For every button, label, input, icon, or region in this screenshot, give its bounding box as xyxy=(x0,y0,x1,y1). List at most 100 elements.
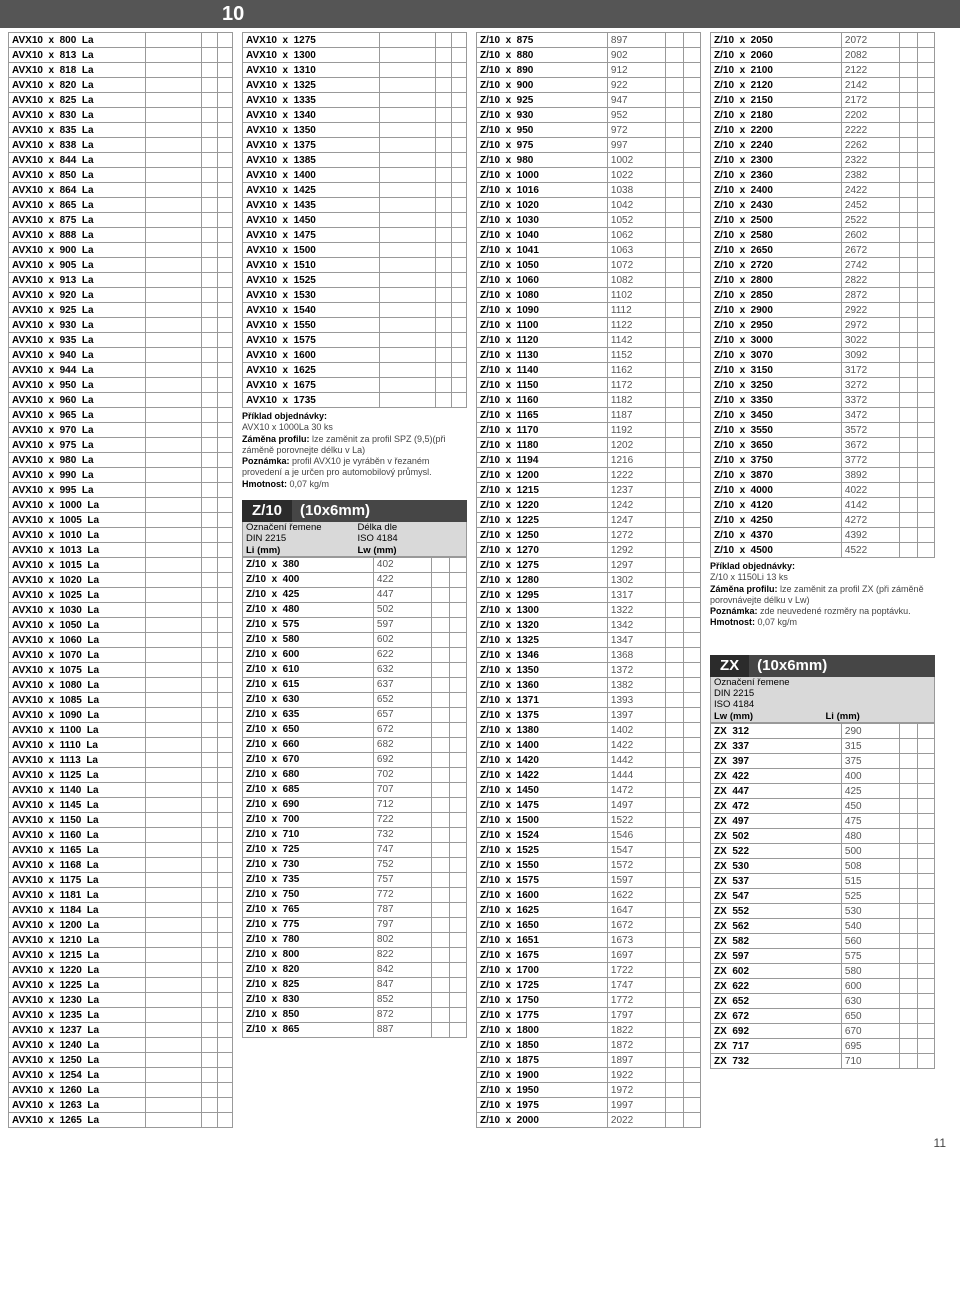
table-row: Z/10 x 14501472 xyxy=(477,783,701,798)
table-row: Z/10 x 11601182 xyxy=(477,393,701,408)
table-row: Z/10 x 425447 xyxy=(243,587,467,602)
table-row: Z/10 x 10901112 xyxy=(477,303,701,318)
table-row: ZX 602580 xyxy=(711,964,935,979)
table-row: Z/10 x 735757 xyxy=(243,872,467,887)
table-row: Z/10 x 23602382 xyxy=(711,168,935,183)
table-row: Z/10 x 17251747 xyxy=(477,978,701,993)
table-row: AVX10 x 944 La xyxy=(9,363,233,378)
table-row: AVX10 x 1100 La xyxy=(9,723,233,738)
zx-subhead: Označení řemene DIN 2215 ISO 4184 Lw (mm… xyxy=(710,677,935,724)
table-row: Z/10 x 635657 xyxy=(243,707,467,722)
table-row: AVX10 x 1310 xyxy=(243,63,467,78)
table-row: Z/10 x 16501672 xyxy=(477,918,701,933)
table-row: AVX10 x 1113 La xyxy=(9,753,233,768)
table-row: AVX10 x 1263 La xyxy=(9,1098,233,1113)
table-row: Z/10 x 20602082 xyxy=(711,48,935,63)
table-row: AVX10 x 800 La xyxy=(9,33,233,48)
table-row: Z/10 x 17501772 xyxy=(477,993,701,1008)
table-row: Z/10 x 21002122 xyxy=(711,63,935,78)
table-row: AVX10 x 818 La xyxy=(9,63,233,78)
table-row: Z/10 x 650672 xyxy=(243,722,467,737)
table-row: Z/10 x 12751297 xyxy=(477,558,701,573)
table-row: AVX10 x 1530 xyxy=(243,288,467,303)
table-row: AVX10 x 1240 La xyxy=(9,1038,233,1053)
table-row: Z/10 x 700722 xyxy=(243,812,467,827)
table-row: Z/10 x 41204142 xyxy=(711,498,935,513)
table-row: ZX 522500 xyxy=(711,844,935,859)
table-row: Z/10 x 38703892 xyxy=(711,468,935,483)
table-row: AVX10 x 950 La xyxy=(9,378,233,393)
table-row: ZX 337315 xyxy=(711,739,935,754)
table-row: Z/10 x 19001922 xyxy=(477,1068,701,1083)
table-row: ZX 622600 xyxy=(711,979,935,994)
table-row: AVX10 x 1525 xyxy=(243,273,467,288)
table-row: AVX10 x 1625 xyxy=(243,363,467,378)
table-row: Z/10 x 800822 xyxy=(243,947,467,962)
table-row: Z/10 x 10601082 xyxy=(477,273,701,288)
table-row: AVX10 x 1165 La xyxy=(9,843,233,858)
table-row: Z/10 x 23002322 xyxy=(711,153,935,168)
table-row: AVX10 x 995 La xyxy=(9,483,233,498)
table-row: Z/10 x 22402262 xyxy=(711,138,935,153)
table-row: ZX 547525 xyxy=(711,889,935,904)
table-row: AVX10 x 1060 La xyxy=(9,633,233,648)
table-row: AVX10 x 920 La xyxy=(9,288,233,303)
table-row: Z/10 x 31503172 xyxy=(711,363,935,378)
table-row: Z/10 x 880902 xyxy=(477,48,701,63)
table-row: Z/10 x 37503772 xyxy=(711,453,935,468)
table-row: Z/10 x 900922 xyxy=(477,78,701,93)
table-row: Z/10 x 17751797 xyxy=(477,1008,701,1023)
table-row: ZX 582560 xyxy=(711,934,935,949)
table-row: Z/10 x 12951317 xyxy=(477,588,701,603)
table-row: Z/10 x 630652 xyxy=(243,692,467,707)
table-row: Z/10 x 43704392 xyxy=(711,528,935,543)
table-row: AVX10 x 1260 La xyxy=(9,1083,233,1098)
table-row: AVX10 x 1550 xyxy=(243,318,467,333)
table-row: AVX10 x 1085 La xyxy=(9,693,233,708)
table-row: AVX10 x 1335 xyxy=(243,93,467,108)
table-row: AVX10 x 990 La xyxy=(9,468,233,483)
table-row: ZX 502480 xyxy=(711,829,935,844)
table-row: Z/10 x 600622 xyxy=(243,647,467,662)
table-row: Z/10 x 30703092 xyxy=(711,348,935,363)
table-row: Z/10 x 825847 xyxy=(243,977,467,992)
table-row: Z/10 x 580602 xyxy=(243,632,467,647)
table-row: Z/10 x 680702 xyxy=(243,767,467,782)
z10-header: Z/10(10x6mm) xyxy=(242,500,467,522)
table-row: Z/10 x 13751397 xyxy=(477,708,701,723)
table-row: Z/10 x 26502672 xyxy=(711,243,935,258)
table-row: Z/10 x 15501572 xyxy=(477,858,701,873)
table-row: AVX10 x 1540 xyxy=(243,303,467,318)
table-row: AVX10 x 1090 La xyxy=(9,708,233,723)
table-row: ZX 397375 xyxy=(711,754,935,769)
table-row: AVX10 x 1010 La xyxy=(9,528,233,543)
table-row: AVX10 x 1450 xyxy=(243,213,467,228)
table-row: Z/10 x 13001322 xyxy=(477,603,701,618)
table-row: AVX10 x 1184 La xyxy=(9,903,233,918)
table-row: Z/10 x 29002922 xyxy=(711,303,935,318)
table-row: AVX10 x 1025 La xyxy=(9,588,233,603)
table-row: AVX10 x 965 La xyxy=(9,408,233,423)
table-row: Z/10 x 16511673 xyxy=(477,933,701,948)
table-row: AVX10 x 830 La xyxy=(9,108,233,123)
table-row: Z/10 x 615637 xyxy=(243,677,467,692)
col3: Z/10 x 875897Z/10 x 880902Z/10 x 890912Z… xyxy=(476,32,701,1128)
table-row: Z/10 x 35503572 xyxy=(711,423,935,438)
table-row: AVX10 x 1385 xyxy=(243,153,467,168)
table-row: Z/10 x 11801202 xyxy=(477,438,701,453)
page-number: 11 xyxy=(0,1128,960,1154)
table-row: Z/10 x 670692 xyxy=(243,752,467,767)
table-row: Z/10 x 21802202 xyxy=(711,108,935,123)
table-row: Z/10 x 10501072 xyxy=(477,258,701,273)
table-row: Z/10 x 25802602 xyxy=(711,228,935,243)
table-row: Z/10 x 12201242 xyxy=(477,498,701,513)
table-row: Z/10 x 710732 xyxy=(243,827,467,842)
table-row: Z/10 x 11001122 xyxy=(477,318,701,333)
table-row: AVX10 x 1254 La xyxy=(9,1068,233,1083)
table-row: AVX10 x 1080 La xyxy=(9,678,233,693)
table-row: AVX10 x 1150 La xyxy=(9,813,233,828)
table-row: AVX10 x 1125 La xyxy=(9,768,233,783)
table-row: AVX10 x 1350 xyxy=(243,123,467,138)
table-row: AVX10 x 1275 xyxy=(243,33,467,48)
table-row: AVX10 x 1510 xyxy=(243,258,467,273)
